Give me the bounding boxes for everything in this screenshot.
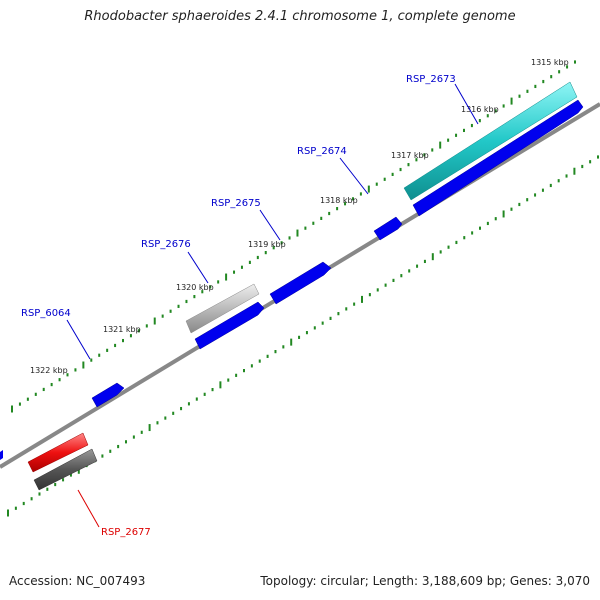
gene-label-rsp-6064[interactable]: RSP_6064: [21, 308, 71, 319]
gene-arrow-rsp-2673[interactable]: [403, 81, 578, 201]
tick-label-1318: 1318 kbp: [320, 196, 358, 205]
gene-labels: RSP_2673 RSP_2674 RSP_2675 RSP_2676 RSP_…: [21, 74, 456, 538]
leader-rsp-2673: [454, 83, 479, 125]
leader-rsp-2674: [339, 157, 369, 195]
leader-rsp-2676: [187, 251, 209, 284]
reverse-features: [27, 432, 98, 491]
gene-label-rsp-2677[interactable]: RSP_2677: [101, 527, 151, 538]
gene-arrow-blue-left[interactable]: [0, 450, 3, 460]
gene-label-rsp-2674[interactable]: RSP_2674: [297, 146, 347, 157]
tick-label-1322: 1322 kbp: [30, 366, 68, 375]
leader-rsp-2677: [77, 489, 100, 528]
outer-features: [185, 81, 578, 334]
gene-arrow-rsp-6064[interactable]: [91, 382, 125, 408]
gene-arrow-rsp-2675[interactable]: [269, 261, 332, 305]
tick-label-1316: 1316 kbp: [461, 105, 499, 114]
gene-label-rsp-2673[interactable]: RSP_2673: [406, 74, 456, 85]
gene-arrow-big-blue[interactable]: [412, 99, 584, 217]
outer-tick-row: [11, 60, 576, 413]
gene-arrow-rsp-2677-pseudo[interactable]: [33, 448, 98, 491]
page-title: Rhodobacter sphaeroides 2.4.1 chromosome…: [84, 9, 516, 24]
tick-label-1320: 1320 kbp: [176, 283, 214, 292]
accession-text: Accession: NC_007493: [9, 574, 146, 588]
gene-label-rsp-2675[interactable]: RSP_2675: [211, 198, 261, 209]
tick-label-1315: 1315 kbp: [531, 58, 569, 67]
inner-features: [0, 99, 584, 460]
leader-rsp-6064: [66, 319, 91, 360]
gene-arrow-rsp-2676[interactable]: [185, 283, 260, 334]
gene-arrow-rsp-2674[interactable]: [373, 216, 403, 241]
leader-rsp-2675: [259, 209, 281, 241]
gene-arrow-rsp-2676-cds[interactable]: [194, 301, 265, 350]
scale-labels: 1315 kbp 1316 kbp 1317 kbp 1318 kbp 1319…: [30, 58, 569, 375]
genome-summary-text: Topology: circular; Length: 3,188,609 bp…: [260, 574, 590, 588]
label-leaders: [66, 83, 479, 528]
tick-label-1319: 1319 kbp: [248, 240, 286, 249]
inner-tick-row: [7, 155, 599, 517]
tick-label-1317: 1317 kbp: [391, 151, 429, 160]
gene-label-rsp-2676[interactable]: RSP_2676: [141, 239, 191, 250]
gene-arrow-rsp-2677[interactable]: [27, 432, 89, 473]
tick-label-1321: 1321 kbp: [103, 325, 141, 334]
